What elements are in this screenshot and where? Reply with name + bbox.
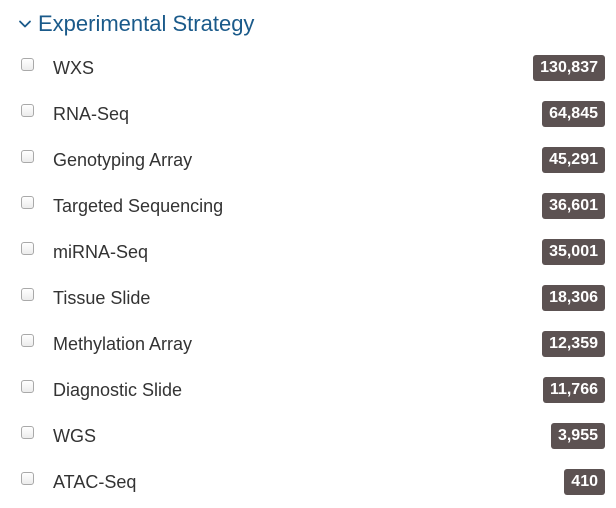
- facet-item-label[interactable]: RNA-Seq: [53, 104, 130, 124]
- facet-item-wxs[interactable]: WXS 130,837: [0, 45, 616, 91]
- count-badge: 410: [564, 469, 605, 495]
- facet-item-tissue-slide[interactable]: Tissue Slide 18,306: [0, 275, 616, 321]
- checkbox[interactable]: [21, 288, 34, 301]
- count-badge: 130,837: [533, 55, 605, 81]
- checkbox[interactable]: [21, 58, 34, 71]
- facet-item-methylation-array[interactable]: Methylation Array 12,359: [0, 321, 616, 367]
- checkbox[interactable]: [21, 242, 34, 255]
- facet-item-label[interactable]: ATAC-Seq: [53, 472, 137, 492]
- facet-item-label[interactable]: WGS: [53, 426, 96, 446]
- count-badge: 18,306: [542, 285, 605, 311]
- checkbox[interactable]: [21, 104, 34, 117]
- facet-item-label[interactable]: miRNA-Seq: [53, 242, 149, 262]
- facet-item-label[interactable]: Methylation Array: [53, 334, 193, 354]
- facet-item-label[interactable]: Tissue Slide: [53, 288, 151, 308]
- count-badge: 64,845: [542, 101, 605, 127]
- count-badge: 11,766: [542, 377, 605, 403]
- count-badge: 12,359: [542, 331, 605, 357]
- count-badge: 3,955: [550, 423, 605, 449]
- chevron-down-icon[interactable]: [18, 17, 32, 31]
- checkbox[interactable]: [21, 196, 34, 209]
- facet-item-label[interactable]: WXS: [53, 58, 95, 78]
- facet-item-label[interactable]: Genotyping Array: [53, 150, 193, 170]
- count-badge: 35,001: [542, 239, 605, 265]
- count-badge: 36,601: [542, 193, 605, 219]
- facet-item-wgs[interactable]: WGS 3,955: [0, 413, 616, 459]
- checkbox[interactable]: [21, 472, 34, 485]
- checkbox[interactable]: [21, 150, 34, 163]
- facet-item-atac-seq[interactable]: ATAC-Seq 410: [0, 459, 616, 505]
- facet-item-genotyping-array[interactable]: Genotyping Array 45,291: [0, 137, 616, 183]
- facet-item-mirna-seq[interactable]: miRNA-Seq 35,001: [0, 229, 616, 275]
- count-badge: 45,291: [542, 147, 605, 173]
- checkbox[interactable]: [21, 380, 34, 393]
- facet-item-label[interactable]: Diagnostic Slide: [53, 380, 183, 400]
- facet-item-label[interactable]: Targeted Sequencing: [53, 196, 224, 216]
- facet-list: WXS 130,837 RNA-Seq 64,845 Genotyping Ar…: [0, 45, 616, 505]
- facet-item-diagnostic-slide[interactable]: Diagnostic Slide 11,766: [0, 367, 616, 413]
- facet-title[interactable]: Experimental Strategy: [38, 11, 255, 36]
- checkbox[interactable]: [21, 334, 34, 347]
- checkbox[interactable]: [21, 426, 34, 439]
- facet-header[interactable]: Experimental Strategy: [18, 10, 254, 38]
- facet-item-targeted-sequencing[interactable]: Targeted Sequencing 36,601: [0, 183, 616, 229]
- facet-item-rna-seq[interactable]: RNA-Seq 64,845: [0, 91, 616, 137]
